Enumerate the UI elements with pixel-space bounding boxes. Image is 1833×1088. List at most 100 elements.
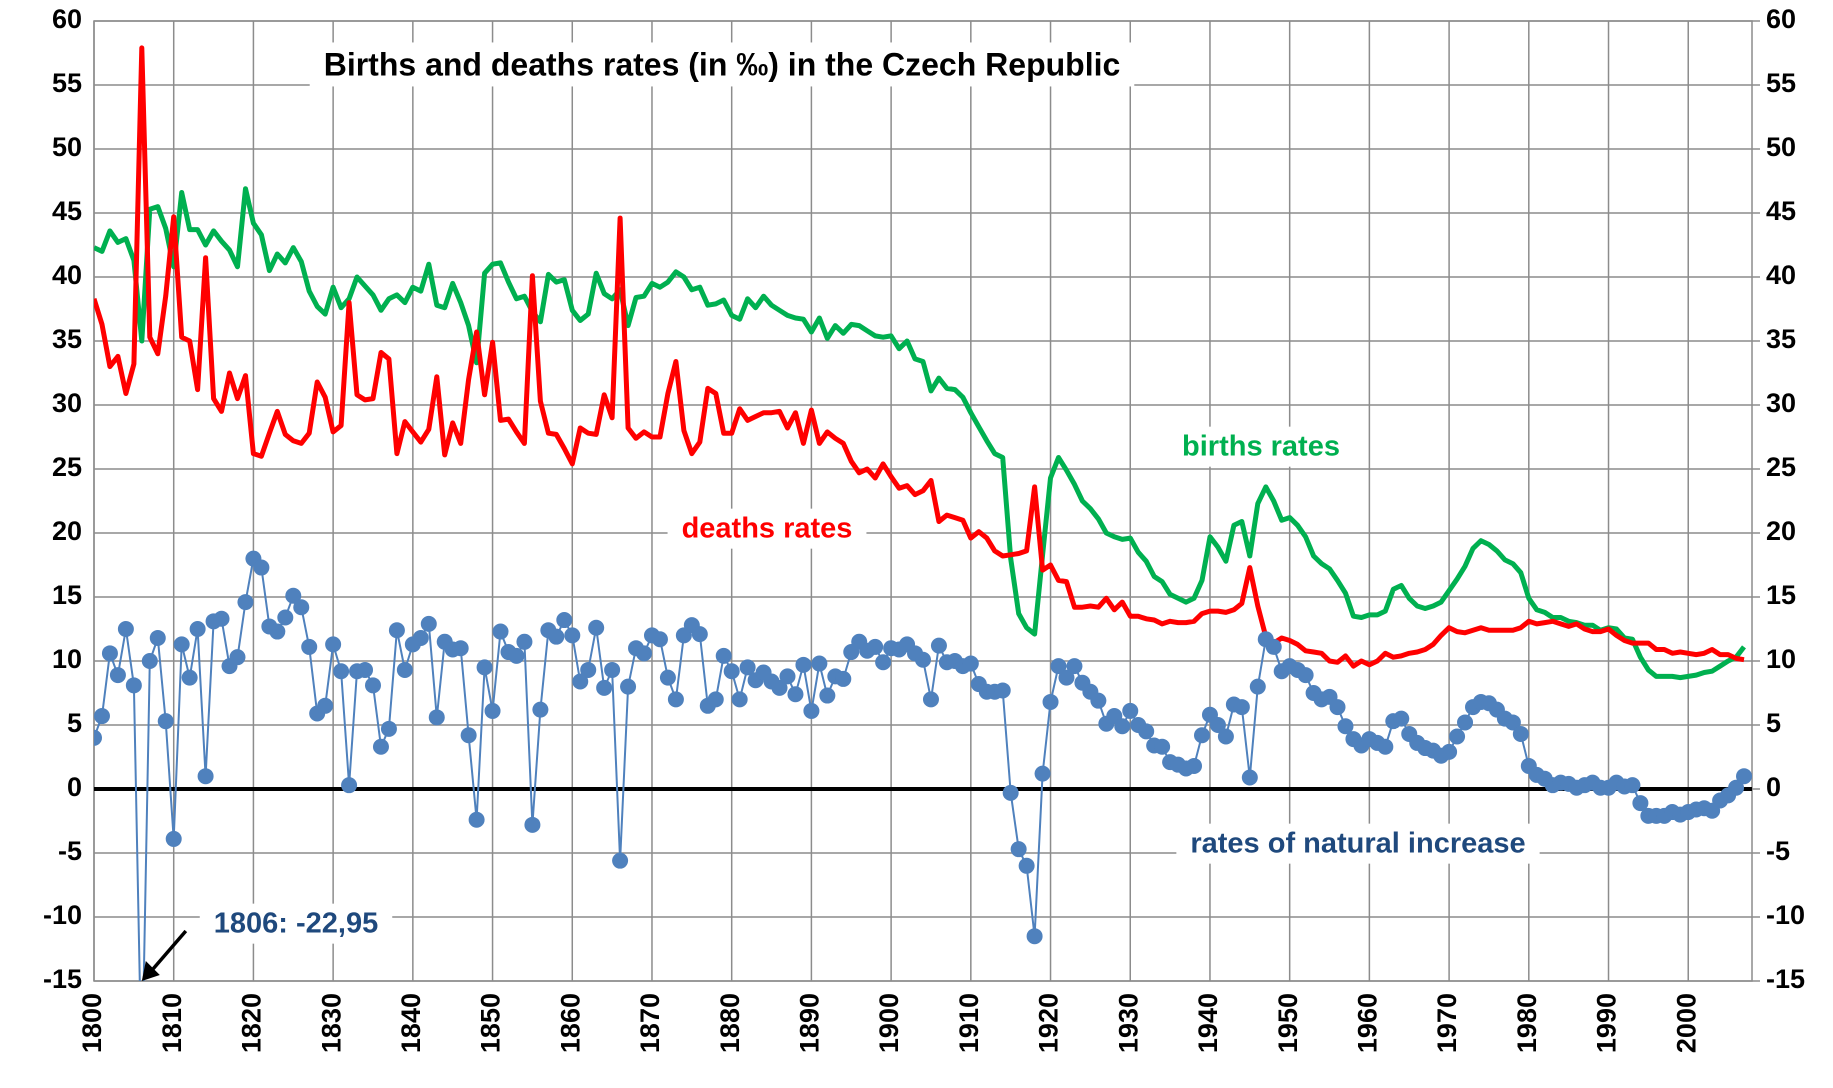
x-tick-label: 1900 xyxy=(874,993,904,1053)
y2-tick-label: 20 xyxy=(1766,516,1796,546)
series-marker xyxy=(1058,669,1075,686)
series-marker xyxy=(994,682,1011,699)
y2-tick-label: 45 xyxy=(1766,196,1796,226)
y-tick-label: 5 xyxy=(67,708,82,738)
y-tick-label: 10 xyxy=(52,644,82,674)
series-marker xyxy=(134,1075,150,1088)
x-tick-label: 1980 xyxy=(1512,993,1542,1053)
series-marker xyxy=(1449,728,1466,745)
series-marker xyxy=(301,638,318,655)
series-marker xyxy=(197,768,214,785)
y2-tick-label: -10 xyxy=(1766,900,1805,930)
y-tick-label: 0 xyxy=(67,772,82,802)
series-marker xyxy=(141,653,158,669)
annotation-box xyxy=(199,903,393,944)
series-label-box xyxy=(667,508,867,549)
series-label-group: births rates xyxy=(1168,426,1354,467)
series-line xyxy=(94,186,1746,681)
series-marker xyxy=(1010,841,1027,858)
series-marker xyxy=(731,691,748,708)
series-marker xyxy=(1066,658,1083,675)
series-marker xyxy=(803,702,820,719)
series-marker xyxy=(604,661,621,678)
series-marker xyxy=(237,594,254,611)
series-marker xyxy=(612,852,629,869)
series-marker xyxy=(620,678,637,695)
series-marker xyxy=(588,619,605,636)
y2-tick-label: 60 xyxy=(1766,4,1796,34)
series-marker xyxy=(285,587,302,604)
series-marker xyxy=(1512,725,1529,742)
series-marker xyxy=(819,687,836,704)
series-marker xyxy=(922,691,939,708)
y2-tick-label: 35 xyxy=(1766,324,1796,354)
series-marker xyxy=(484,702,501,719)
y2-tick-label: 30 xyxy=(1766,388,1796,418)
y-tick-label: 25 xyxy=(52,452,82,482)
series-marker xyxy=(364,677,381,694)
y2-tick-label: 50 xyxy=(1766,132,1796,162)
y-tick-label: -5 xyxy=(58,836,82,866)
x-tick-label: 1810 xyxy=(157,993,187,1053)
series-marker xyxy=(771,679,788,696)
chart-title-group: Births and deaths rates (in ‰) in the Cz… xyxy=(309,42,1135,87)
series-marker xyxy=(564,627,581,644)
series-marker xyxy=(492,623,509,640)
series-marker xyxy=(1217,728,1234,745)
series-line xyxy=(94,45,1745,669)
series-marker xyxy=(962,655,979,672)
annotation-group: 1806: -22,95 xyxy=(199,903,393,944)
series-marker xyxy=(636,645,653,662)
series-marker xyxy=(915,651,931,668)
y-tick-label: 15 xyxy=(52,580,82,610)
plot-area xyxy=(94,45,1752,1088)
series-marker xyxy=(580,661,597,678)
series-label: deaths rates xyxy=(682,513,853,545)
series-marker xyxy=(101,645,118,662)
x-tick-label: 1800 xyxy=(77,993,107,1053)
x-tick-label: 1970 xyxy=(1432,993,1462,1053)
series-marker xyxy=(325,636,342,653)
y2-tick-label: 40 xyxy=(1766,260,1796,290)
series-marker xyxy=(468,811,485,828)
series-marker xyxy=(396,661,413,678)
x-tick-label: 2000 xyxy=(1671,993,1701,1053)
y2-tick-label: 0 xyxy=(1766,772,1781,802)
series-marker xyxy=(412,629,429,646)
annotation: 1806: -22,95 xyxy=(214,908,378,940)
chart-title: Births and deaths rates (in ‰) in the Cz… xyxy=(324,46,1121,82)
x-tick-label: 1890 xyxy=(795,993,825,1053)
series-marker xyxy=(1209,717,1226,733)
series-marker xyxy=(532,701,549,718)
series-marker xyxy=(1249,678,1266,695)
series-marker xyxy=(293,599,310,616)
series-marker xyxy=(1026,928,1043,945)
y2-tick-label: 55 xyxy=(1766,68,1796,98)
series-marker xyxy=(1504,714,1521,731)
x-tick-label: 1860 xyxy=(555,993,585,1053)
y2-tick-label: -15 xyxy=(1766,964,1805,994)
series-marker xyxy=(253,559,270,576)
series-marker xyxy=(476,659,493,676)
series-marker xyxy=(229,649,246,666)
series-marker xyxy=(659,669,676,686)
series-marker xyxy=(1441,743,1458,760)
series-label: rates of natural increase xyxy=(1190,828,1525,860)
series-label-group: deaths rates xyxy=(667,508,867,549)
series-marker xyxy=(835,670,852,687)
series-marker xyxy=(779,668,796,685)
series-marker xyxy=(109,667,126,684)
series-marker xyxy=(1624,777,1641,794)
series-marker xyxy=(1457,714,1474,731)
series-marker xyxy=(165,830,182,847)
y-tick-label: -10 xyxy=(43,900,82,930)
series-marker xyxy=(157,713,174,730)
series-marker xyxy=(723,663,740,680)
series-marker xyxy=(1193,727,1210,744)
series-marker xyxy=(875,654,892,671)
series-marker xyxy=(1241,769,1258,786)
plot-border xyxy=(93,20,1753,982)
x-tick-label: 1830 xyxy=(316,993,346,1053)
series-marker xyxy=(1337,718,1354,735)
series-marker xyxy=(930,637,947,654)
